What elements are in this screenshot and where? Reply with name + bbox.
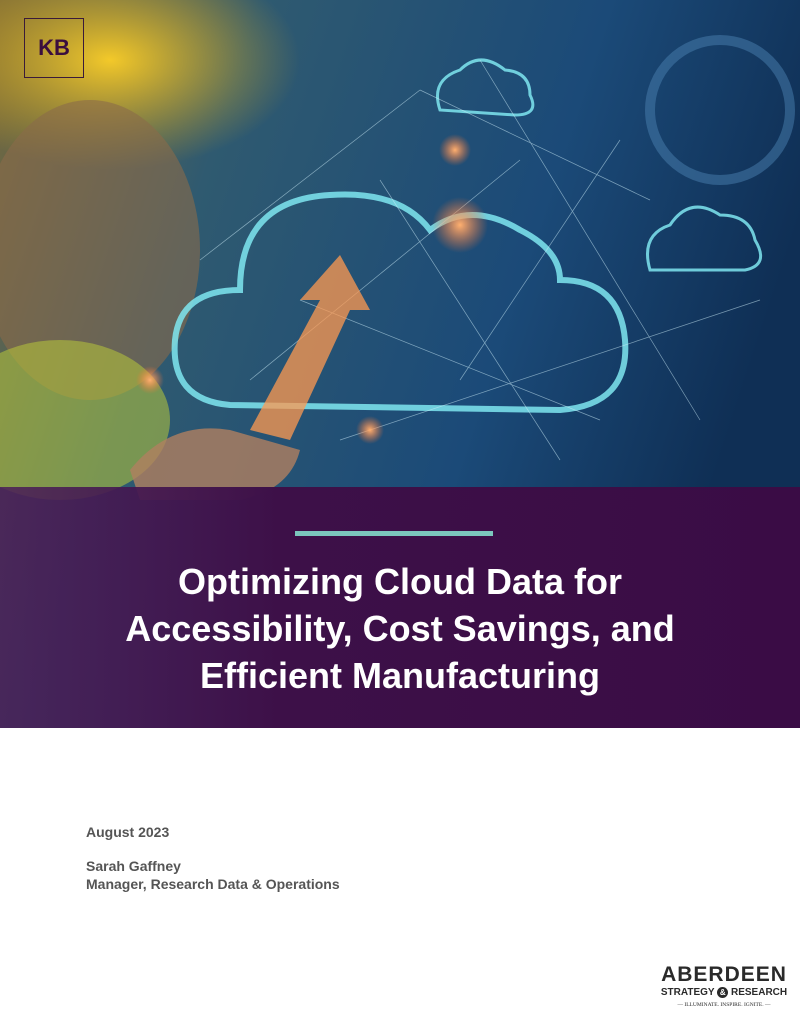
logo-subtitle: STRATEGY & RESEARCH <box>660 986 788 1000</box>
logo-tagline: — ILLUMINATE. INSPIRE. IGNITE. — <box>677 1002 771 1008</box>
title-line: Accessibility, Cost Savings, and <box>125 608 675 649</box>
author-role: Manager, Research Data & Operations <box>86 876 340 892</box>
cover-image <box>0 0 800 728</box>
logo: ABERDEEN STRATEGY & RESEARCH — ILLUMINAT… <box>660 964 788 1010</box>
author-name: Sarah Gaffney <box>86 858 181 874</box>
date: August 2023 <box>86 824 170 840</box>
logo-tagline-text: ILLUMINATE. INSPIRE. IGNITE. <box>684 1002 764 1008</box>
accent-rule <box>295 531 493 536</box>
title-line: Optimizing Cloud Data for <box>178 561 622 602</box>
logo-word: STRATEGY <box>660 987 715 998</box>
title-band <box>0 487 800 728</box>
title: Optimizing Cloud Data for Accessibility,… <box>0 558 800 699</box>
logo-amp: & <box>717 987 729 998</box>
logo-word: RESEARCH <box>730 987 788 998</box>
title-line: Efficient Manufacturing <box>199 655 600 696</box>
badge: KB <box>24 18 84 78</box>
logo-name: ABERDEEN <box>661 963 787 986</box>
